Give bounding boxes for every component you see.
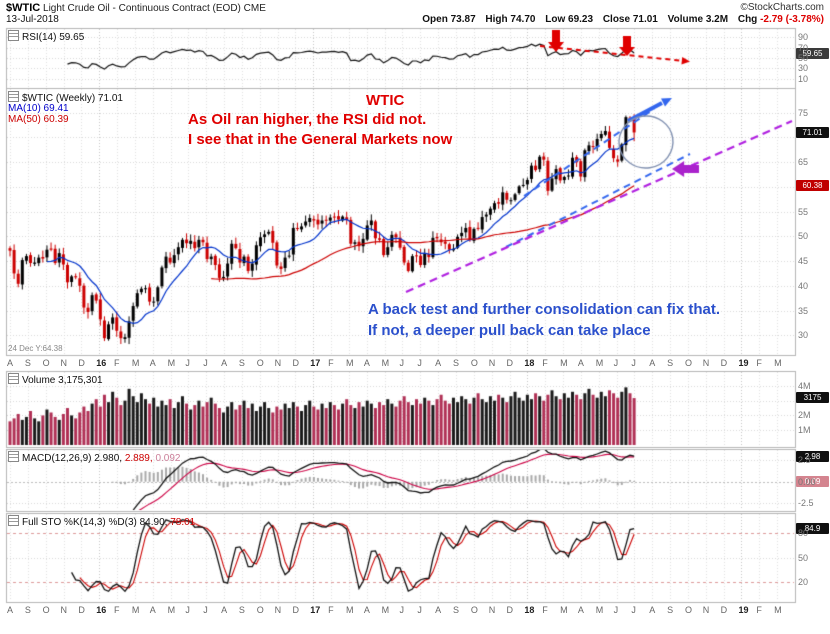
- open-value: 73.87: [450, 14, 476, 25]
- chg-label: Chg: [737, 14, 758, 25]
- chart-header: $WTIC Light Crude Oil - Continuous Contr…: [6, 2, 824, 14]
- macd-value-2: 2.889,: [124, 453, 153, 464]
- quote-strip: Open 73.87 High 74.70 Low 69.23 Close 71…: [415, 14, 824, 25]
- volume-value-box: 3175: [796, 392, 829, 403]
- volume-legend: Volume 3,175,301: [8, 373, 103, 386]
- macd-hist-value-box: 0.09: [796, 476, 829, 487]
- price-value-box: 71.01: [796, 127, 829, 138]
- indicator-icon: [8, 451, 19, 462]
- sto-legend: Full STO %K(14,3) %D(3) 84.90, 78.01: [8, 515, 195, 528]
- volume-legend-text: Volume 3,175,301: [22, 375, 103, 386]
- low-value: 69.23: [568, 14, 594, 25]
- copyright-label[interactable]: ©StockCharts.com: [740, 2, 824, 13]
- sto-legend-name: Full STO %K(14,3) %D(3): [22, 517, 137, 528]
- annotation-blue-2: If not, a deeper pull back can take plac…: [368, 322, 651, 339]
- symbol-label: $WTIC: [6, 2, 41, 14]
- chart-subheader: 13-Jul-2018 Open 73.87 High 74.70 Low 69…: [6, 14, 824, 25]
- macd-value-1: 2.980,: [94, 453, 123, 464]
- sto-value-box: 84.9: [796, 523, 829, 534]
- sto-value-k: 84.90,: [139, 517, 168, 528]
- rsi-legend: RSI(14) 59.65: [8, 30, 84, 43]
- main-legend: $WTIC (Weekly) 71.01: [8, 91, 123, 104]
- macd-legend-name: MACD(12,26,9): [22, 453, 92, 464]
- sto-value-d: 78.01: [170, 517, 196, 528]
- annotation-red-1: As Oil ran higher, the RSI did not.: [188, 111, 427, 128]
- ma50-value-box: 60.38: [796, 180, 829, 191]
- macd-legend: MACD(12,26,9) 2.980, 2.889, 0.092: [8, 451, 180, 464]
- chart-title: Light Crude Oil - Continuous Contract (E…: [40, 3, 266, 14]
- bar-chart-icon: [8, 373, 19, 384]
- annotation-wtic: WTIC: [366, 92, 405, 109]
- volume-label: Volume: [667, 14, 704, 25]
- chart-date: 13-Jul-2018: [6, 14, 59, 25]
- ma50-legend: MA(50) 60.39: [8, 114, 69, 125]
- main-legend-text: $WTIC (Weekly) 71.01: [22, 93, 123, 104]
- ma10-legend: MA(10) 69.41: [8, 103, 69, 114]
- close-value: 71.01: [632, 14, 658, 25]
- high-value: 74.70: [510, 14, 536, 25]
- chg-value: -2.79 (-3.78%): [760, 14, 824, 25]
- low-label: Low: [545, 14, 566, 25]
- high-label: High: [485, 14, 508, 25]
- price-footnote: 24 Dec Y:64.38: [8, 344, 63, 353]
- close-label: Close: [602, 14, 631, 25]
- volume-value: 3.2M: [705, 14, 729, 25]
- candlestick-icon: [8, 91, 19, 102]
- indicator-icon: [8, 515, 19, 526]
- annotation-red-2: I see that in the General Markets now: [188, 131, 453, 148]
- indicator-icon: [8, 30, 19, 41]
- rsi-value-box: 59.65: [796, 48, 829, 59]
- macd-value-3: 0.092: [155, 453, 181, 464]
- annotation-blue-1: A back test and further consolidation ca…: [368, 301, 720, 318]
- open-label: Open: [422, 14, 448, 25]
- macd-value-box: 2.98: [796, 451, 829, 462]
- rsi-legend-text: RSI(14) 59.65: [22, 32, 85, 43]
